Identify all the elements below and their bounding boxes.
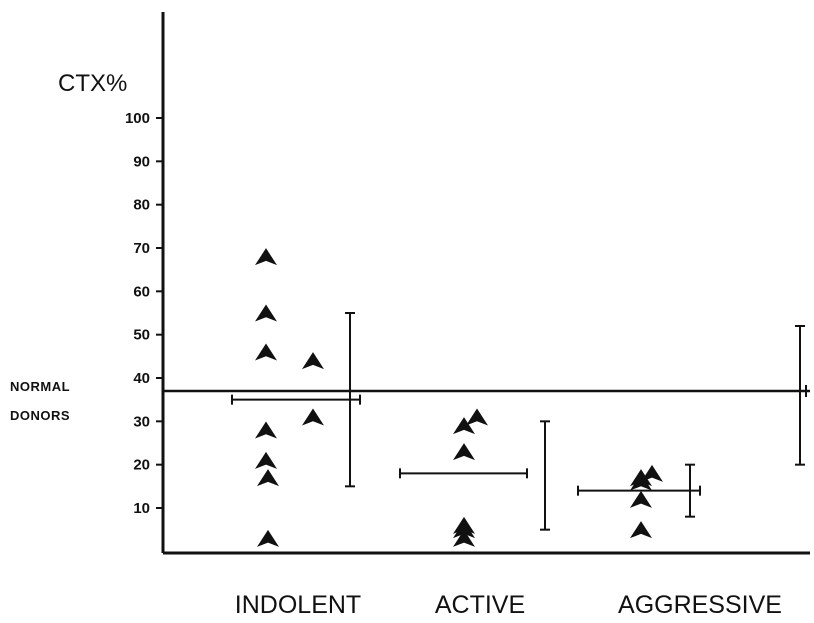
category-label: INDOLENT [235,591,361,619]
category-label: ACTIVE [435,591,525,619]
y-tick-label: 90 [133,153,150,170]
data-point-triangle [257,529,279,547]
data-point-triangle [302,408,324,426]
data-point-triangle [255,451,277,469]
y-tick-label: 80 [133,197,150,214]
data-points [255,248,663,547]
error-bars [231,312,701,531]
category-labels: INDOLENT ACTIVE AGGRESSIVE [235,591,782,619]
axes [161,12,810,555]
data-point-triangle [255,304,277,322]
data-point-triangle [302,352,324,370]
y-ticks: 10 20 30 40 50 60 70 80 90 100 [125,110,163,517]
data-point-triangle [453,521,475,539]
data-point-triangle [453,529,475,547]
data-point-triangle [255,343,277,361]
y-tick-label: 10 [133,500,150,517]
y-tick-label: 50 [133,327,150,344]
data-point-triangle [453,443,475,461]
reference-label-line1: NORMAL [10,379,70,394]
data-point-triangle [255,421,277,439]
data-point-triangle [453,417,475,435]
data-point-triangle [255,248,277,266]
y-tick-label: 30 [133,413,150,430]
data-point-triangle [630,521,652,539]
y-tick-label: 70 [133,240,150,257]
y-tick-label: 40 [133,370,150,387]
data-point-triangle [630,473,652,491]
y-tick-label: 20 [133,457,150,474]
data-point-triangle [466,408,488,426]
y-axis-title: CTX% [58,70,127,97]
category-label: AGGRESSIVE [618,591,782,619]
data-point-triangle [257,469,279,487]
data-point-triangle [641,464,663,482]
reference-label-line2: DONORS [10,408,70,423]
normal-donors-reference [163,325,810,466]
y-tick-label: 100 [125,110,150,127]
data-point-triangle [630,490,652,508]
y-tick-label: 60 [133,283,150,300]
